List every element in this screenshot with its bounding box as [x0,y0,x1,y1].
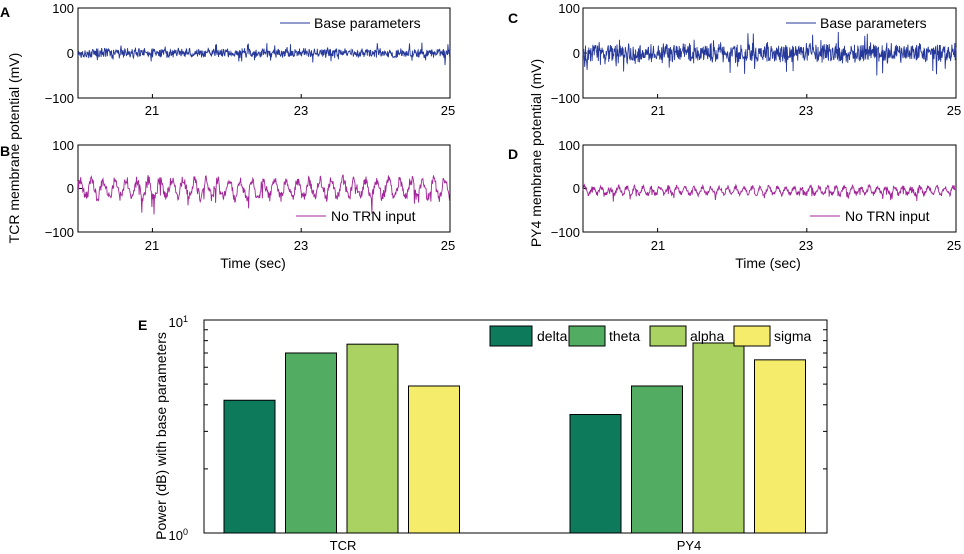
panel-e-category-label: TCR [330,538,357,553]
tcr-ylabel: TCR membrane potential (mV) [6,53,22,244]
panel-b-xtick: 23 [294,238,308,253]
panel-c-ytick: 0 [573,46,580,61]
legend-swatch-sigma [733,325,771,347]
panel-b-xtick: 25 [441,238,455,253]
panel-a-letter: A [0,4,10,20]
panel-b-ytick: 100 [52,138,74,153]
legend-swatch-theta [568,325,606,347]
panel-d-xticks: 21 23 25 [651,238,961,253]
panel-b-ytick: 0 [67,181,74,196]
panel-e-category-label: PY4 [677,538,702,553]
panel-e-ytick-bottom: 100 [169,527,188,543]
trace-line-d [582,183,957,202]
panel-e-bars [223,342,806,534]
legend-label-theta: theta [609,328,640,344]
panel-b-ytick: −100 [45,225,74,240]
panel-e: E Power (dB) with base parameters 101 10… [138,314,828,553]
panel-c-plot [582,7,957,99]
panel-a-ytick: −100 [45,91,74,106]
panel-d: D 100 0 −100 21 23 25 Time (sec) No TRN … [508,138,961,271]
panel-d-xtick: 25 [947,238,961,253]
panel-e-ylabel: Power (dB) with base parameters [153,332,169,540]
panel-d-ytick: 100 [558,138,580,153]
panel-c-letter: C [508,10,518,26]
panel-a-xticks: 21 23 25 [145,103,455,118]
panel-d-plot [582,144,957,233]
panel-e-legend: delta theta alpha sigma [489,325,812,347]
legend-label-sigma: sigma [774,328,812,344]
panel-e-letter: E [138,317,147,333]
bar-tcr-delta [223,399,276,534]
panel-b-plot [77,144,451,233]
panel-a-xtick: 25 [441,103,455,118]
panel-c-legend-label: Base parameters [820,15,927,31]
panel-d-ytick: 0 [573,181,580,196]
bar-tcr-theta [285,352,337,534]
bar-py4-alpha [692,342,745,534]
panel-d-yticks: 100 0 −100 [551,138,580,240]
bar-tcr-sigma [408,385,460,534]
panel-a-ytick: 100 [52,1,74,16]
panel-b-letter: B [0,143,10,159]
legend-label-alpha: alpha [690,328,724,344]
panel-c-xtick: 23 [799,103,813,118]
panel-e-ytick-top: 101 [169,314,188,330]
panel-d-legend-label: No TRN input [845,208,930,224]
panel-c-ytick: −100 [551,91,580,106]
panel-d-xlabel: Time (sec) [735,255,801,271]
legend-swatch-delta [489,325,533,347]
legend-label-delta: delta [537,328,568,344]
panel-a-xtick: 23 [294,103,308,118]
bar-py4-sigma [754,359,806,534]
panel-e-minor-ticks [204,329,827,470]
py4-ylabel: PY4 membrane potential (mV) [528,59,544,247]
panel-a-legend-label: Base parameters [314,15,421,31]
panel-a-ytick: 0 [67,46,74,61]
panel-d-xtick: 21 [651,238,665,253]
panel-b: B 100 0 −100 21 23 25 Time (sec) No TRN … [0,138,455,271]
panel-a-yticks: 100 0 −100 [45,1,74,106]
panel-b-yticks: 100 0 −100 [45,138,74,240]
panel-b-xlabel: Time (sec) [220,255,286,271]
panel-b-xtick: 21 [145,238,159,253]
panel-c-xticks: 21 23 25 [651,103,961,118]
panel-c-xtick: 21 [651,103,665,118]
panel-c-xtick: 25 [947,103,961,118]
panel-c-ytick: 100 [558,1,580,16]
panel-d-ytick: −100 [551,225,580,240]
panel-c: C 100 0 −100 21 23 25 Base parameters [508,1,961,118]
panel-b-xticks: 21 23 25 [145,238,455,253]
panel-a-xtick: 21 [145,103,159,118]
panel-a-plot [77,7,451,99]
bar-py4-delta [569,414,622,534]
panel-d-xtick: 23 [799,238,813,253]
bar-tcr-alpha [346,343,399,534]
panel-c-yticks: 100 0 −100 [551,1,580,106]
panel-d-letter: D [508,146,518,162]
panel-b-legend-label: No TRN input [331,208,416,224]
panel-e-axes [203,319,828,534]
panel-a: A 100 0 −100 21 23 25 Base parameters [0,1,455,118]
trace-line-a [77,42,451,66]
trace-line-c [582,31,957,76]
bar-py4-theta [631,385,683,534]
trace-line-b [77,174,451,215]
legend-swatch-alpha [649,325,687,347]
